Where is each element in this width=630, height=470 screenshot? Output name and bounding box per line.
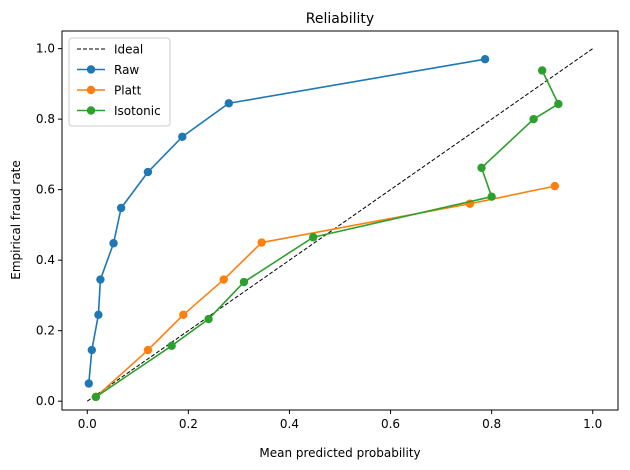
data-point-raw bbox=[84, 379, 93, 388]
data-point-isotonic bbox=[309, 233, 318, 242]
data-point-raw bbox=[116, 203, 126, 213]
data-point-isotonic bbox=[537, 66, 547, 75]
series-line-isotonic bbox=[95, 70, 560, 398]
data-point-raw bbox=[224, 99, 233, 108]
x-tick-label: 0.0 bbox=[78, 417, 97, 431]
y-tick-label: 0.0 bbox=[36, 394, 55, 408]
data-point-isotonic bbox=[477, 163, 486, 172]
data-point-raw bbox=[109, 239, 118, 248]
data-point-platt bbox=[550, 181, 560, 191]
y-tick-label: 0.6 bbox=[36, 183, 55, 197]
data-point-platt bbox=[219, 275, 228, 284]
x-tick-label: 0.8 bbox=[482, 417, 501, 431]
legend-marker-platt bbox=[86, 85, 96, 95]
data-point-platt bbox=[143, 345, 153, 355]
data-point-isotonic bbox=[529, 114, 538, 124]
y-axis-label: Empirical fraud rate bbox=[9, 160, 23, 280]
y-tick-label: 0.8 bbox=[36, 112, 55, 126]
data-point-raw bbox=[143, 167, 153, 177]
y-tick-label: 1.0 bbox=[36, 42, 55, 56]
x-axis-label: Mean predicted probability bbox=[259, 446, 420, 460]
y-tick-label: 0.2 bbox=[36, 324, 55, 338]
data-point-isotonic bbox=[91, 392, 101, 402]
x-tick-label: 0.2 bbox=[179, 417, 198, 431]
plot-area bbox=[84, 48, 594, 402]
x-tick-label: 0.6 bbox=[381, 417, 400, 431]
legend-marker-isotonic bbox=[86, 106, 96, 115]
y-tick-label: 0.4 bbox=[36, 253, 55, 267]
data-point-raw bbox=[87, 345, 97, 355]
data-point-isotonic bbox=[487, 192, 496, 201]
legend-marker-raw bbox=[86, 65, 96, 74]
y-axis: 0.0 0.2 0.4 0.6 0.8 1.0 bbox=[36, 42, 62, 408]
x-tick-label: 1.0 bbox=[583, 417, 602, 431]
data-point-platt bbox=[257, 238, 266, 247]
axes-frame bbox=[61, 30, 619, 411]
legend-label-platt: Platt bbox=[114, 84, 142, 98]
x-tick-label: 0.4 bbox=[280, 417, 299, 431]
legend-label-raw: Raw bbox=[114, 63, 139, 77]
data-point-isotonic bbox=[167, 341, 176, 351]
legend: Ideal Raw Platt Isotonic bbox=[68, 37, 171, 127]
legend-box bbox=[68, 37, 171, 127]
chart-title: Reliability bbox=[306, 11, 374, 27]
data-point-isotonic bbox=[239, 277, 249, 287]
series-line-raw bbox=[87, 58, 486, 384]
data-point-raw bbox=[480, 55, 490, 64]
legend-label-ideal: Ideal bbox=[114, 43, 143, 57]
data-point-raw bbox=[96, 275, 105, 284]
data-point-raw bbox=[178, 132, 187, 141]
legend-label-isotonic: Isotonic bbox=[114, 104, 161, 118]
data-point-isotonic bbox=[204, 314, 213, 324]
data-point-raw bbox=[94, 310, 103, 320]
x-axis: 0.0 0.2 0.4 0.6 0.8 1.0 bbox=[78, 410, 602, 431]
data-point-platt bbox=[179, 310, 188, 320]
data-point-isotonic bbox=[554, 99, 563, 109]
